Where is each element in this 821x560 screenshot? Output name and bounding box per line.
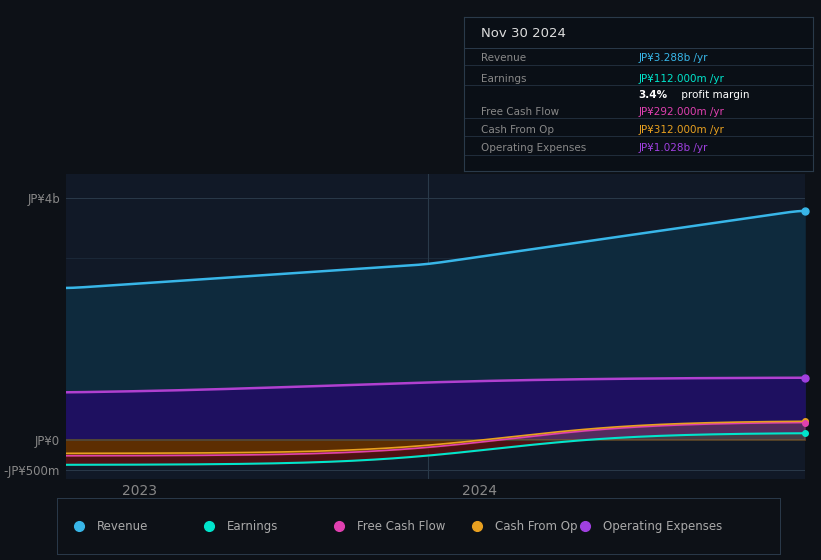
Text: Cash From Op: Cash From Op bbox=[494, 520, 577, 533]
Text: Operating Expenses: Operating Expenses bbox=[481, 143, 586, 153]
Text: Revenue: Revenue bbox=[97, 520, 149, 533]
Text: Earnings: Earnings bbox=[227, 520, 278, 533]
Text: Revenue: Revenue bbox=[481, 53, 526, 63]
Text: Earnings: Earnings bbox=[481, 74, 527, 84]
Text: Cash From Op: Cash From Op bbox=[481, 125, 554, 135]
Text: Free Cash Flow: Free Cash Flow bbox=[357, 520, 446, 533]
Text: Operating Expenses: Operating Expenses bbox=[603, 520, 722, 533]
Text: JP¥3.288b /yr: JP¥3.288b /yr bbox=[639, 53, 708, 63]
Text: JP¥1.028b /yr: JP¥1.028b /yr bbox=[639, 143, 708, 153]
Text: JP¥112.000m /yr: JP¥112.000m /yr bbox=[639, 74, 724, 84]
Text: Nov 30 2024: Nov 30 2024 bbox=[481, 27, 566, 40]
Text: Free Cash Flow: Free Cash Flow bbox=[481, 108, 559, 117]
Text: JP¥312.000m /yr: JP¥312.000m /yr bbox=[639, 125, 724, 135]
Text: profit margin: profit margin bbox=[678, 90, 750, 100]
Text: 3.4%: 3.4% bbox=[639, 90, 667, 100]
Text: JP¥292.000m /yr: JP¥292.000m /yr bbox=[639, 108, 724, 117]
